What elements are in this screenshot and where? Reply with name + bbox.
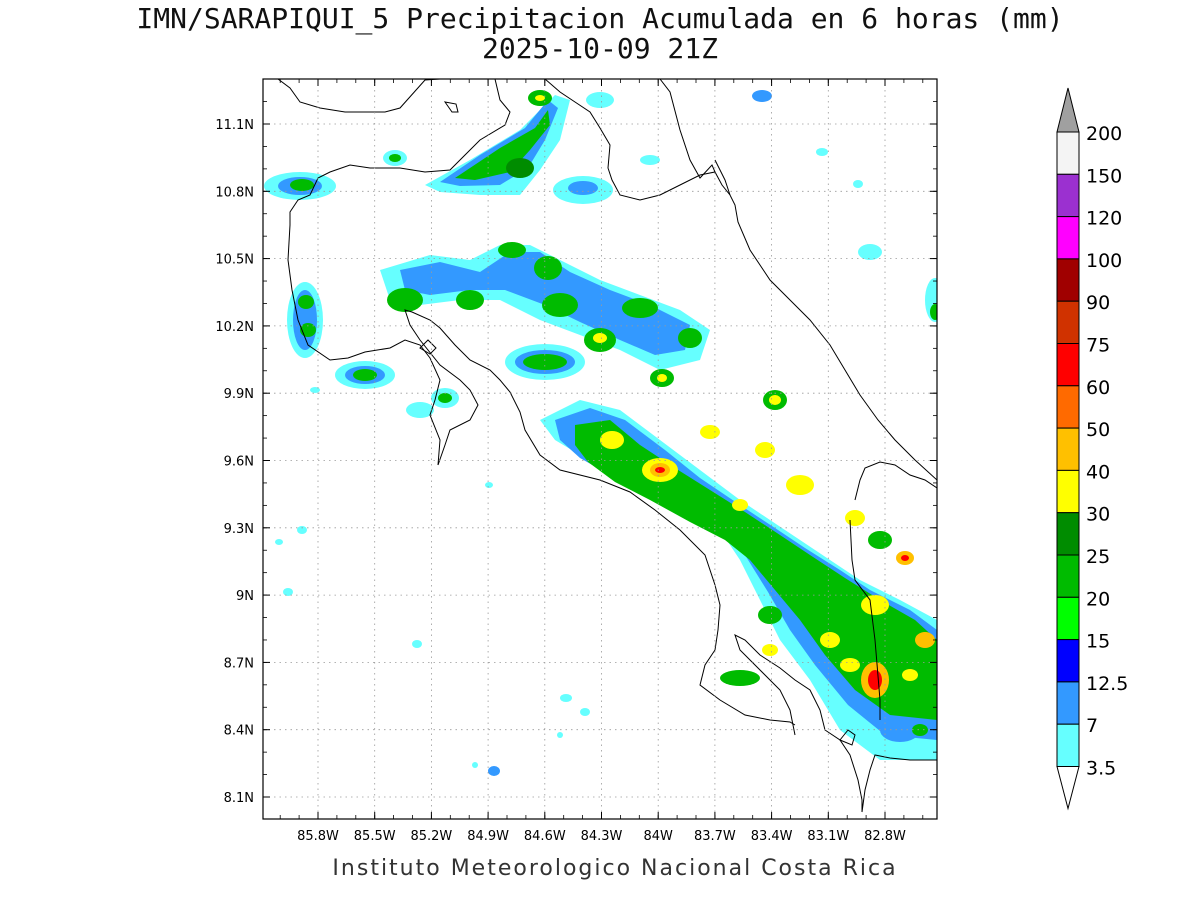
map-title: IMN/SARAPIQUI_5 Precipitacion Acumulada … bbox=[136, 2, 1064, 35]
rain-cells-scattered bbox=[275, 90, 937, 776]
legend-level-label: 100 bbox=[1086, 250, 1122, 272]
map-frame bbox=[262, 78, 938, 820]
legend-level-label: 40 bbox=[1086, 461, 1110, 483]
rain-band-pacific-south bbox=[540, 390, 937, 760]
lat-tick-label: 8.1N bbox=[224, 791, 254, 806]
map-subtitle: 2025-10-09 21Z bbox=[481, 32, 718, 65]
legend-level-label: 150 bbox=[1086, 165, 1122, 187]
lat-tick-label: 9.6N bbox=[224, 455, 254, 470]
lat-tick-label: 9.9N bbox=[224, 387, 254, 402]
rain-band-central-north bbox=[380, 242, 710, 387]
legend-swatch bbox=[1056, 723, 1080, 768]
lon-tick-label: 83.4W bbox=[751, 829, 793, 844]
lat-tick-label: 10.2N bbox=[215, 320, 254, 335]
axis-ticks: 85.8W 85.5W 85.2W 84.9W 84.6W 84.3W 84W 83.7W 83… bbox=[215, 79, 937, 844]
lon-tick-label: 84.3W bbox=[581, 829, 623, 844]
lat-tick-label: 10.5N bbox=[215, 253, 254, 268]
lat-tick-label: 10.8N bbox=[215, 185, 254, 200]
legend-swatch bbox=[1056, 343, 1080, 387]
lat-tick-label: 11.1N bbox=[215, 118, 254, 133]
legend-swatch bbox=[1056, 554, 1080, 598]
legend-level-label: 7 bbox=[1086, 715, 1098, 737]
legend-swatch bbox=[1056, 512, 1080, 556]
legend-swatch bbox=[1056, 300, 1080, 345]
rain-band-north-border bbox=[425, 90, 660, 204]
legend-level-label: 200 bbox=[1086, 123, 1122, 145]
legend-level-label: 12.5 bbox=[1086, 673, 1128, 695]
lat-tick-label: 9N bbox=[236, 589, 254, 604]
precipitation-field bbox=[264, 90, 937, 776]
lon-tick-label: 82.8W bbox=[864, 829, 906, 844]
legend-swatch bbox=[1056, 385, 1080, 429]
legend-overflow-triangle bbox=[1056, 87, 1080, 133]
lon-tick-label: 84.6W bbox=[524, 829, 566, 844]
lat-tick-label: 8.4N bbox=[224, 724, 254, 739]
rain-cell-nicoya bbox=[287, 282, 585, 418]
lon-tick-label: 84W bbox=[643, 829, 673, 844]
graticule bbox=[263, 79, 937, 819]
legend-level-label: 90 bbox=[1086, 292, 1110, 314]
lon-tick-label: 85.8W bbox=[297, 829, 339, 844]
lon-tick-label: 84.9W bbox=[467, 829, 509, 844]
legend-level-label: 15 bbox=[1086, 631, 1110, 653]
legend-swatch bbox=[1056, 681, 1080, 725]
legend-level-label: 120 bbox=[1086, 208, 1122, 230]
legend-level-label: 30 bbox=[1086, 504, 1110, 526]
lat-tick-label: 8.7N bbox=[224, 656, 254, 671]
lon-tick-label: 85.5W bbox=[354, 829, 396, 844]
legend-level-label: 75 bbox=[1086, 335, 1110, 357]
lon-tick-label: 83.1W bbox=[807, 829, 849, 844]
institution-footer: Instituto Meteorologico Nacional Costa R… bbox=[332, 856, 898, 881]
rain-cell-northwest bbox=[264, 150, 407, 200]
legend-swatch bbox=[1056, 639, 1080, 683]
lon-tick-label: 85.2W bbox=[410, 829, 452, 844]
legend-swatch bbox=[1056, 173, 1080, 218]
precip-legend: 200 150 120 100 90 75 60 50 40 30 25 20 15 12.5 7 3.5 bbox=[1056, 87, 1128, 811]
legend-swatch bbox=[1056, 427, 1080, 471]
legend-swatch bbox=[1056, 216, 1080, 260]
legend-underflow-triangle bbox=[1056, 766, 1080, 811]
lon-tick-label: 83.7W bbox=[694, 829, 736, 844]
legend-level-label: 50 bbox=[1086, 419, 1110, 441]
legend-swatch bbox=[1056, 596, 1080, 641]
legend-level-label: 3.5 bbox=[1086, 758, 1116, 780]
lat-tick-label: 9.3N bbox=[224, 522, 254, 537]
legend-swatch bbox=[1056, 258, 1080, 302]
legend-swatch bbox=[1056, 131, 1080, 175]
legend-level-label: 20 bbox=[1086, 588, 1110, 610]
legend-level-label: 60 bbox=[1086, 377, 1110, 399]
coastline bbox=[277, 79, 937, 813]
legend-level-label: 25 bbox=[1086, 546, 1110, 568]
legend-swatch bbox=[1056, 469, 1080, 514]
